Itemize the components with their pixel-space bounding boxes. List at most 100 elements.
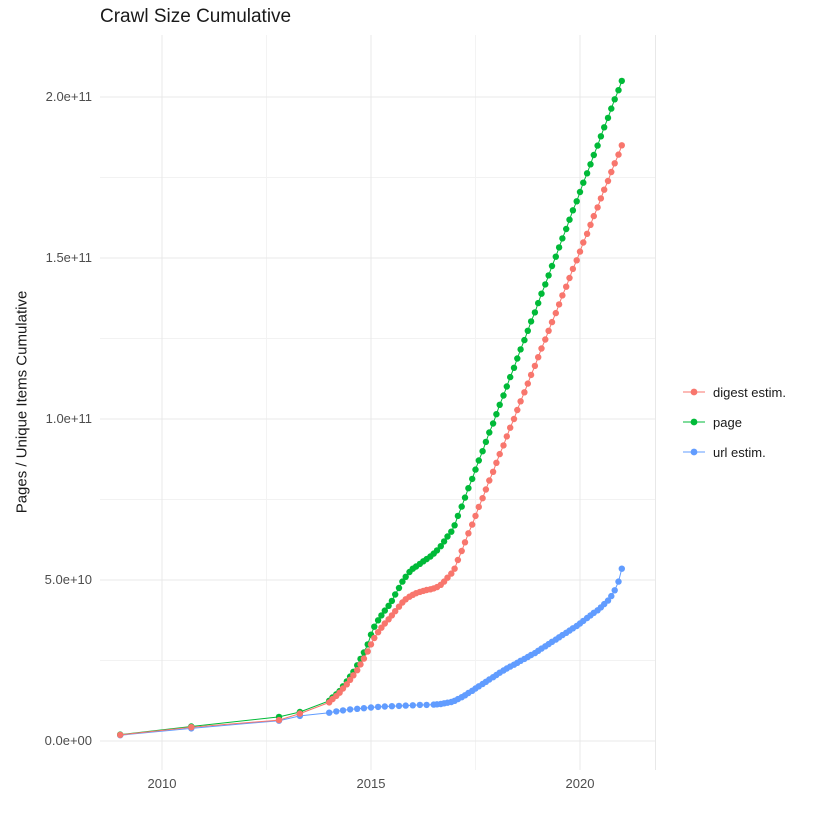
data-point (601, 124, 608, 131)
data-point (402, 702, 409, 709)
data-point (486, 477, 493, 484)
data-point (374, 703, 382, 711)
data-point (496, 450, 503, 458)
data-point (542, 336, 549, 343)
data-point (615, 151, 622, 158)
data-point (514, 406, 521, 414)
data-point (583, 230, 591, 237)
legend-key-glyph (683, 418, 705, 426)
legend-label-url: url estim. (713, 444, 766, 460)
data-point (354, 667, 361, 674)
data-point (503, 383, 510, 390)
data-point (399, 578, 406, 585)
data-point (392, 608, 399, 615)
data-point (444, 533, 451, 540)
data-point (583, 170, 591, 177)
data-point (521, 389, 528, 396)
data-point (552, 253, 559, 260)
data-point (538, 290, 545, 297)
data-point (590, 212, 597, 220)
data-point (576, 188, 584, 196)
data-point (608, 105, 615, 112)
data-point (521, 336, 528, 344)
data-point (117, 731, 124, 739)
legend-key-glyph (683, 448, 705, 456)
legend-key-glyph (683, 388, 705, 396)
data-point (601, 186, 608, 193)
data-point (489, 420, 497, 427)
data-point (409, 702, 416, 709)
data-point (479, 495, 486, 502)
data-point (604, 177, 612, 185)
data-point (454, 512, 462, 520)
data-point (333, 708, 340, 715)
data-point (608, 168, 615, 176)
data-point (597, 195, 605, 202)
data-point (326, 709, 333, 716)
data-point (364, 648, 371, 655)
data-point (604, 114, 612, 122)
legend-label-digest: digest estim. (713, 384, 786, 400)
data-point (472, 466, 479, 473)
data-point (343, 681, 350, 688)
y-tick-label: 5.0e+10 (44, 572, 92, 587)
data-point (469, 521, 476, 528)
data-point (527, 318, 535, 325)
data-point (535, 299, 542, 307)
data-point (555, 301, 563, 308)
data-point (458, 547, 465, 555)
data-point (448, 570, 455, 577)
data-point (594, 204, 601, 211)
data-point (503, 433, 510, 440)
data-point (486, 429, 493, 436)
data-point (378, 612, 385, 619)
data-point (555, 244, 563, 251)
legend-key-digest-icon (682, 384, 706, 400)
data-point (524, 327, 531, 334)
data-point (346, 676, 354, 683)
data-point (367, 641, 375, 648)
data-point (188, 724, 195, 731)
legend-key-page-icon (682, 414, 706, 430)
data-point (566, 274, 573, 282)
data-point (423, 701, 430, 709)
data-point (416, 701, 424, 709)
series-digest-estim (117, 142, 625, 739)
data-point (374, 629, 382, 636)
data-point (388, 703, 396, 710)
data-point (489, 468, 497, 475)
data-point (590, 151, 597, 159)
data-point (339, 707, 347, 714)
legend: digest estim. page url estim. (682, 377, 786, 467)
data-point (517, 346, 524, 353)
data-point (469, 475, 476, 483)
data-point (618, 142, 625, 149)
data-point (500, 442, 507, 449)
x-tick-label: 2015 (356, 776, 386, 791)
data-point (374, 617, 382, 624)
data-point (296, 710, 304, 717)
data-point (576, 248, 584, 255)
legend-entry-page: page (682, 407, 786, 437)
data-point (566, 216, 573, 223)
data-point (354, 705, 361, 712)
data-point (381, 703, 388, 710)
y-tick-label: 2.0e+11 (45, 89, 92, 104)
data-point (527, 371, 535, 379)
data-point (587, 161, 594, 168)
data-point (531, 362, 539, 370)
data-point (461, 494, 469, 501)
data-point (392, 591, 399, 598)
data-point (563, 283, 570, 290)
data-point (608, 592, 615, 600)
data-point (465, 485, 472, 492)
data-point (360, 655, 368, 662)
data-point (611, 587, 618, 594)
data-point (395, 702, 403, 710)
data-point (357, 661, 364, 668)
data-point (482, 438, 490, 446)
data-point (465, 530, 472, 537)
data-point (433, 547, 441, 554)
